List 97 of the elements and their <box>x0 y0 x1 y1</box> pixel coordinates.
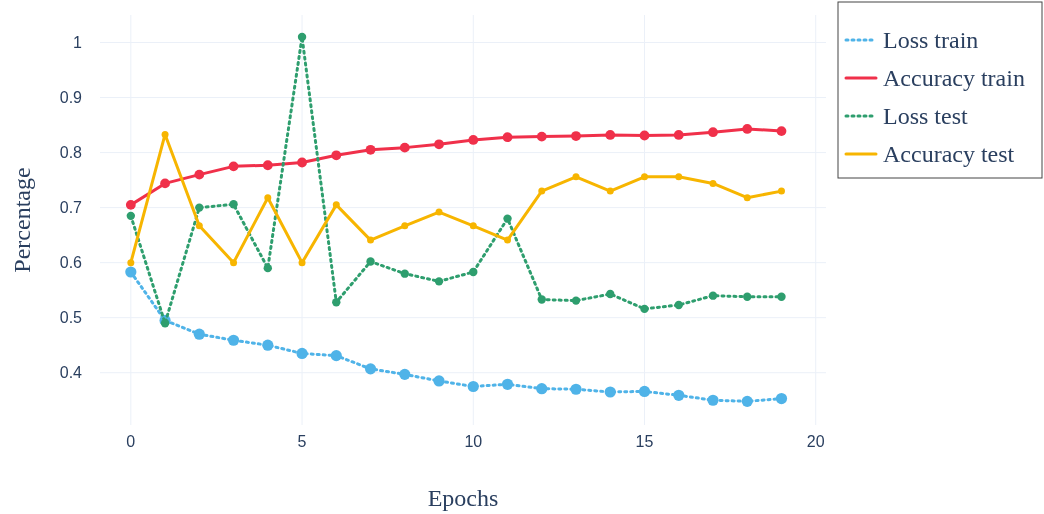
point <box>536 383 548 395</box>
point <box>571 131 581 141</box>
x-tick-label: 10 <box>464 433 483 450</box>
point <box>262 160 273 171</box>
point <box>125 266 137 278</box>
point <box>503 214 512 223</box>
point <box>674 300 683 310</box>
point <box>537 295 546 304</box>
y-axis-title: Percentage <box>9 167 35 273</box>
point <box>742 124 753 134</box>
point <box>366 257 375 266</box>
point <box>708 291 718 300</box>
point <box>469 267 478 277</box>
point <box>127 259 135 267</box>
point <box>332 298 341 307</box>
point <box>125 199 136 210</box>
point <box>538 187 546 195</box>
point <box>570 383 582 395</box>
point <box>399 368 411 380</box>
point <box>400 269 409 278</box>
point <box>572 173 580 181</box>
point <box>708 127 718 138</box>
point <box>501 378 514 390</box>
point <box>434 277 444 286</box>
y-tick-label: 0.4 <box>59 364 83 382</box>
point <box>775 392 788 405</box>
point <box>297 32 307 42</box>
point <box>777 292 786 301</box>
point <box>776 126 787 137</box>
x-axis-title: Epochs <box>427 485 499 511</box>
point <box>743 194 751 202</box>
point <box>638 385 651 398</box>
x-tick-label: 15 <box>635 433 654 450</box>
point <box>433 375 445 387</box>
point <box>126 211 136 221</box>
point <box>468 135 479 145</box>
point <box>193 328 205 340</box>
point <box>160 178 170 189</box>
point <box>399 142 410 153</box>
y-tick-label: 1 <box>73 34 83 52</box>
point <box>227 334 240 346</box>
point <box>332 201 340 209</box>
point <box>367 236 375 244</box>
point <box>467 380 479 393</box>
point <box>401 222 409 230</box>
point <box>296 347 308 360</box>
point <box>536 131 547 142</box>
point <box>195 222 203 230</box>
point <box>606 289 615 299</box>
point <box>263 263 272 273</box>
point <box>606 187 614 195</box>
point <box>741 395 753 407</box>
point <box>194 169 205 180</box>
point <box>743 292 752 301</box>
point <box>502 132 513 143</box>
y-tick-label: 0.8 <box>59 144 83 162</box>
point <box>504 236 512 244</box>
point <box>195 203 204 212</box>
y-tick-label: 0.5 <box>59 309 83 327</box>
point <box>469 222 477 230</box>
point <box>331 150 342 161</box>
legend-label: Accuracy train <box>883 65 1025 92</box>
point <box>330 350 342 362</box>
point <box>605 130 616 140</box>
point <box>709 179 717 187</box>
point <box>434 139 444 150</box>
legend-label: Loss train <box>883 27 979 54</box>
point <box>229 200 238 209</box>
point <box>673 130 684 140</box>
point <box>228 161 239 172</box>
point <box>298 259 306 267</box>
point <box>297 157 307 168</box>
point <box>777 187 785 195</box>
x-tick-label: 20 <box>806 433 825 450</box>
point <box>640 304 649 314</box>
point <box>571 296 581 305</box>
legend-label: Loss test <box>883 103 968 130</box>
point <box>264 194 272 202</box>
point <box>161 130 169 138</box>
point <box>641 173 648 181</box>
y-tick-label: 0.6 <box>59 254 83 272</box>
y-tick-label: 0.9 <box>59 89 83 107</box>
x-tick-label: 0 <box>126 433 136 450</box>
point <box>160 318 170 328</box>
x-tick-label: 5 <box>297 433 307 450</box>
legend-label: Accuracy test <box>883 141 1015 168</box>
point <box>435 208 443 216</box>
point <box>675 173 683 181</box>
y-tick-label: 0.7 <box>59 199 83 217</box>
point <box>707 394 719 406</box>
point <box>365 144 376 155</box>
point <box>230 259 238 267</box>
point <box>262 339 274 351</box>
point <box>673 389 685 401</box>
point <box>639 130 650 141</box>
point <box>364 363 377 375</box>
point <box>604 386 616 398</box>
